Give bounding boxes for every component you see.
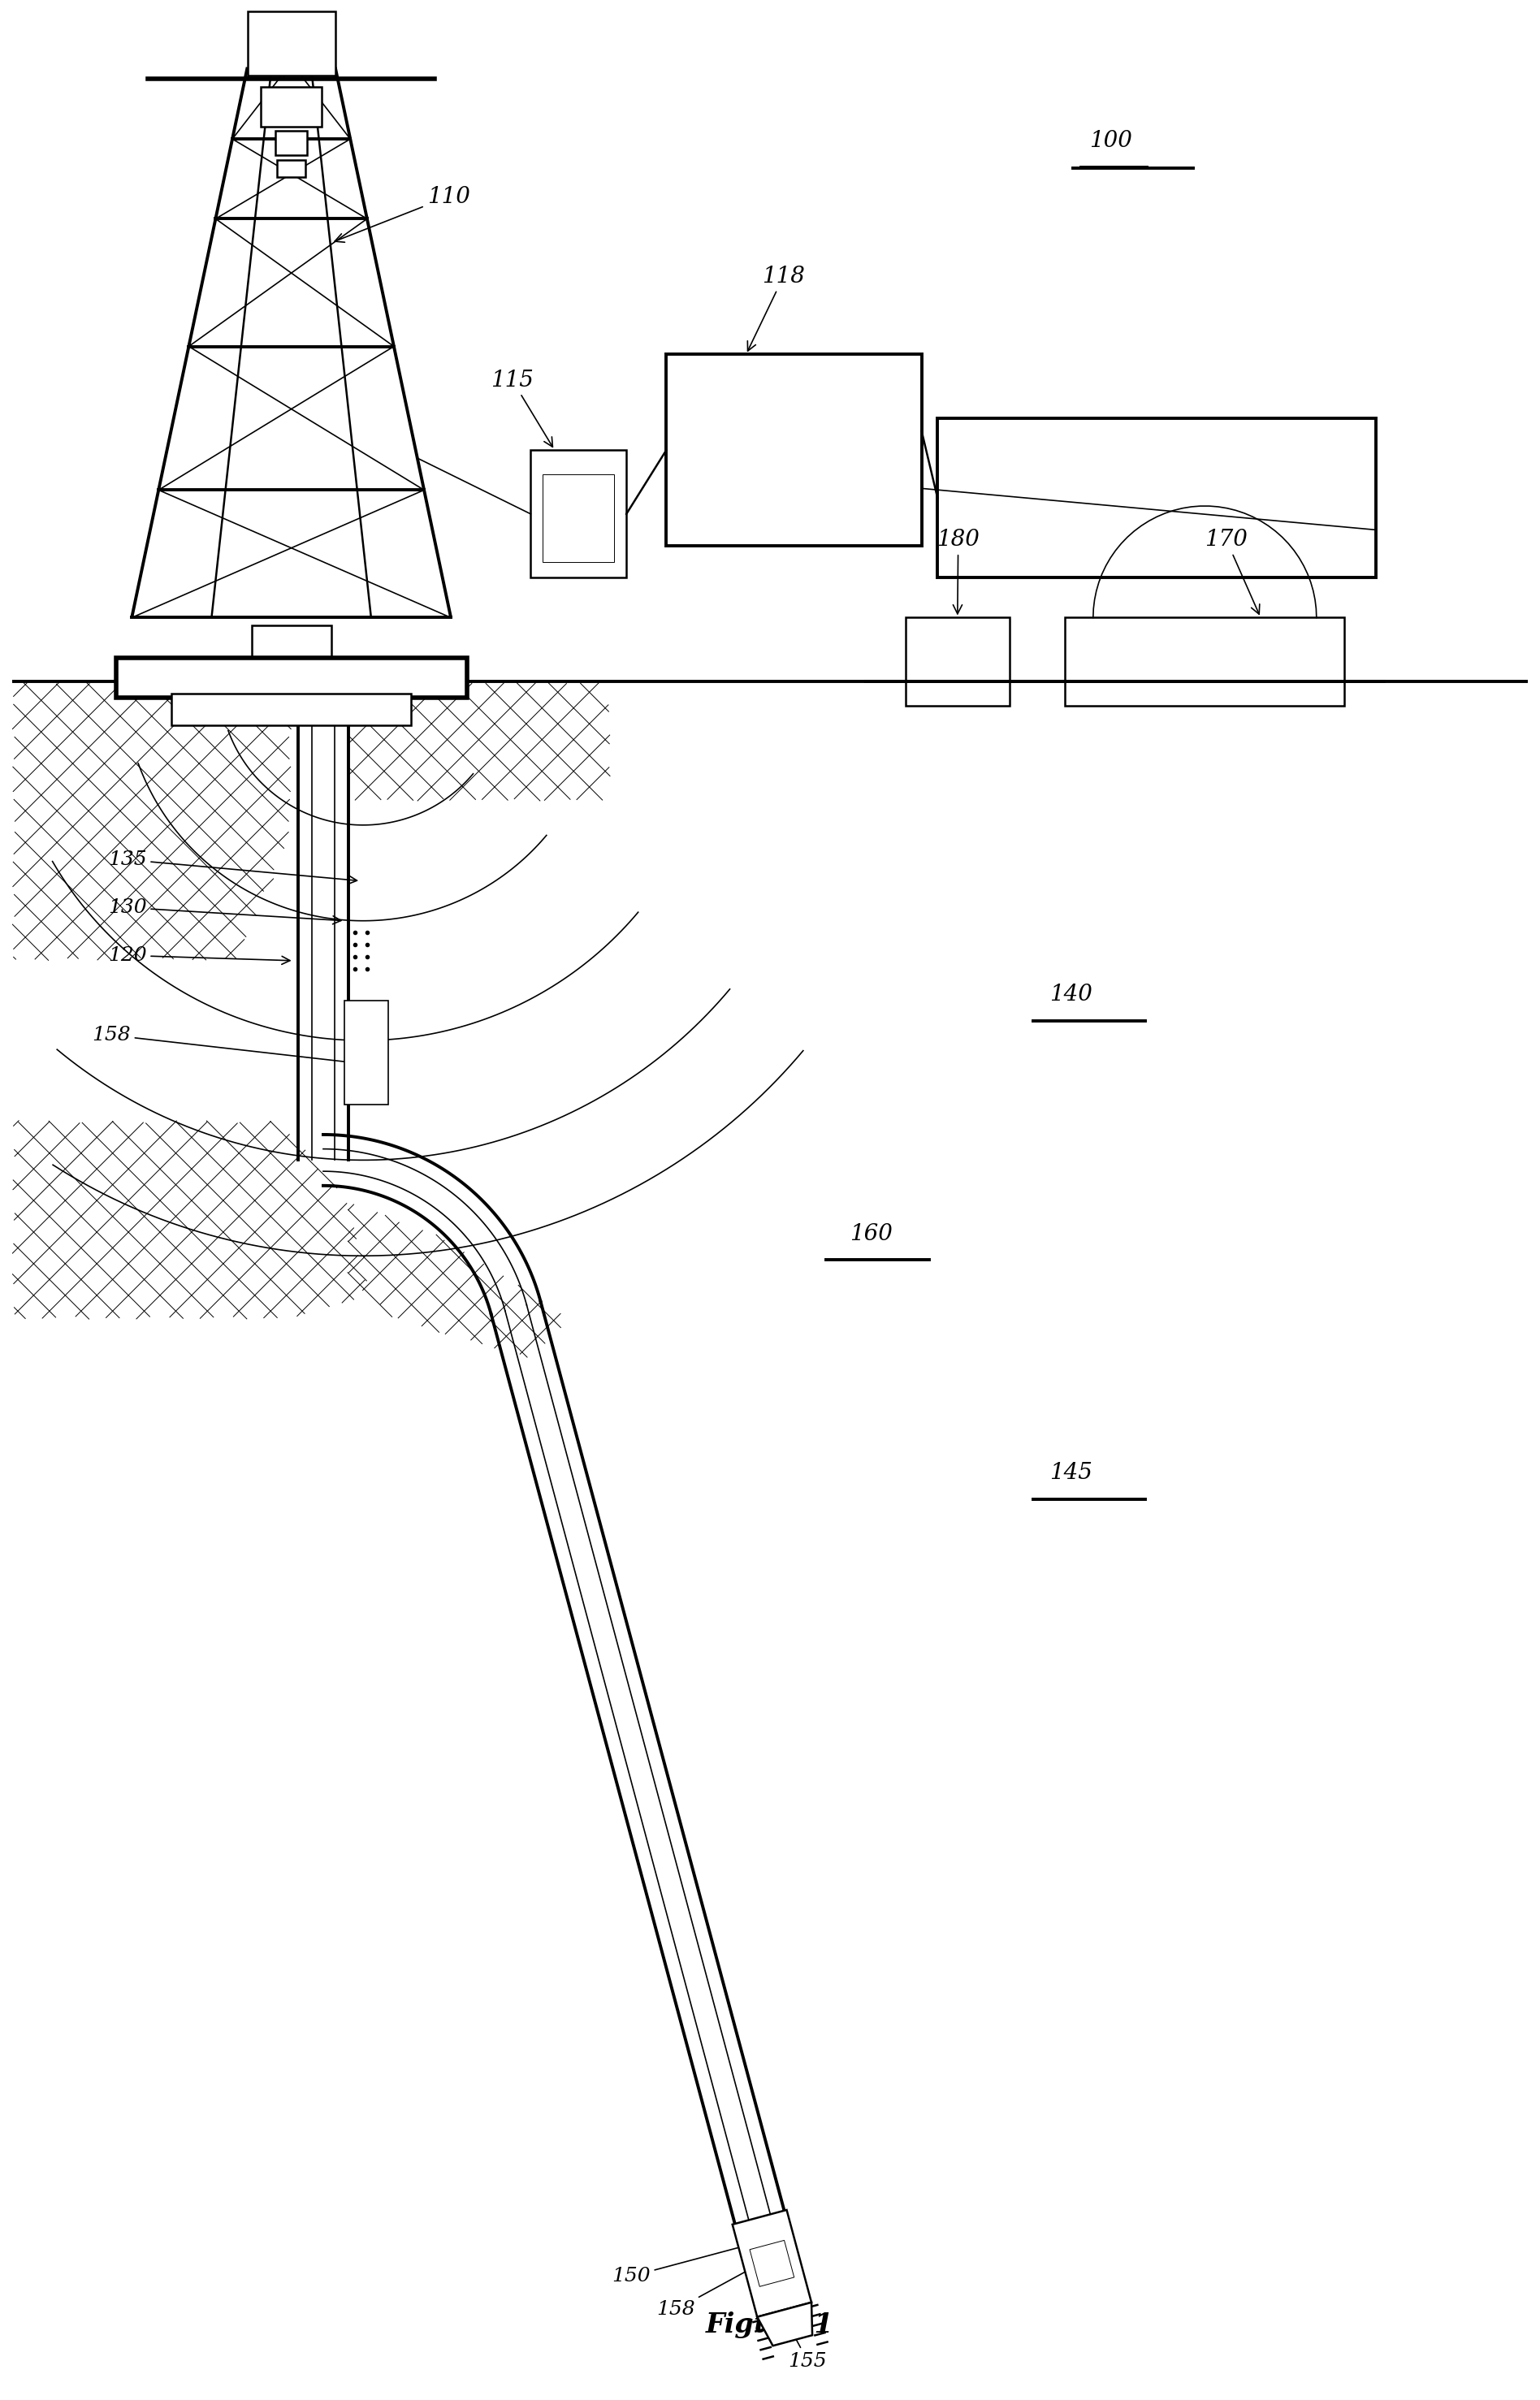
- Text: 140: 140: [1049, 984, 1092, 1006]
- Bar: [938, 418, 1377, 578]
- Text: 155: 155: [788, 2328, 827, 2371]
- Text: 158: 158: [656, 2258, 768, 2318]
- Bar: [542, 475, 614, 562]
- Bar: [248, 12, 336, 74]
- Polygon shape: [758, 2302, 812, 2345]
- Bar: [251, 626, 331, 686]
- Text: 135: 135: [108, 850, 357, 883]
- Text: 110: 110: [334, 185, 470, 242]
- Bar: [276, 132, 308, 156]
- Text: 160: 160: [850, 1224, 893, 1246]
- Bar: [115, 658, 467, 698]
- Text: 145: 145: [1049, 1462, 1092, 1483]
- Polygon shape: [733, 2210, 812, 2316]
- Text: 100: 100: [1089, 130, 1132, 151]
- Bar: [171, 694, 411, 725]
- Bar: [531, 451, 627, 578]
- Text: 130: 130: [108, 898, 340, 924]
- Bar: [667, 355, 921, 545]
- Bar: [1066, 617, 1344, 706]
- Text: 120: 120: [108, 946, 290, 965]
- Text: 118: 118: [747, 266, 805, 350]
- Bar: [906, 617, 1009, 706]
- Bar: [345, 1001, 388, 1104]
- Bar: [260, 86, 322, 127]
- Text: 115: 115: [491, 370, 553, 446]
- Text: 170: 170: [1204, 528, 1260, 614]
- Text: 158: 158: [92, 1025, 365, 1068]
- Bar: [277, 161, 305, 178]
- Text: 150: 150: [611, 2239, 762, 2285]
- Text: Figure 1: Figure 1: [705, 2311, 835, 2338]
- Text: 180: 180: [936, 528, 979, 614]
